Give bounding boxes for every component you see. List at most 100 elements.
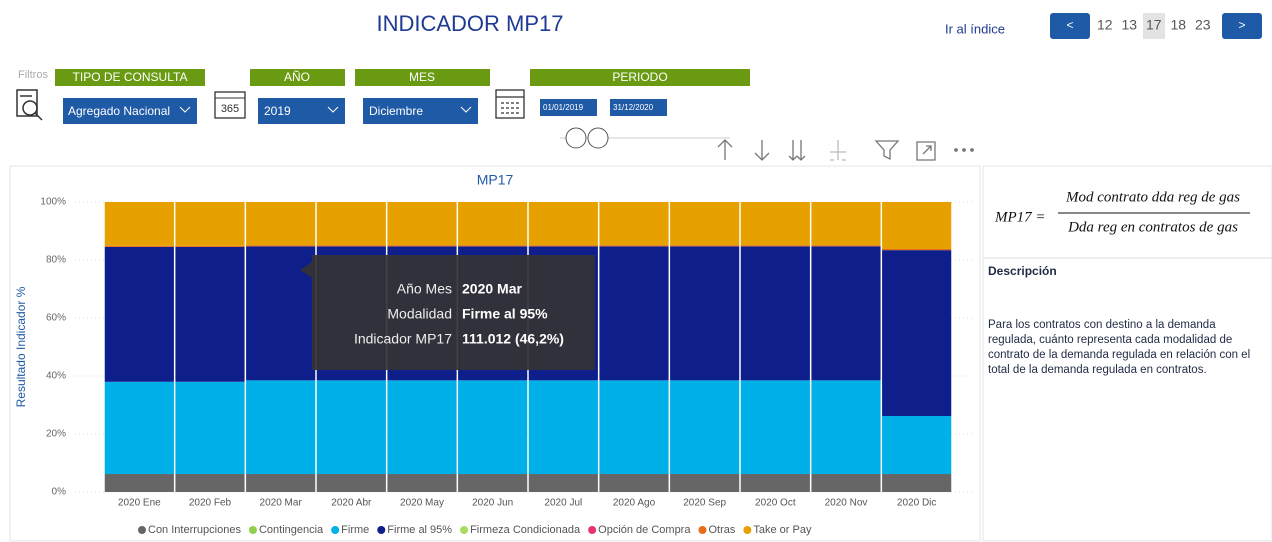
legend-marker	[588, 526, 597, 534]
dropdown-value: 2019	[264, 104, 291, 118]
bar-segment	[670, 380, 740, 475]
page-number[interactable]: 18	[1171, 17, 1187, 33]
bar-segment	[599, 380, 669, 475]
filter-header	[55, 69, 205, 86]
bar-segment	[104, 381, 174, 475]
bar-segment	[882, 416, 952, 475]
bar-segment	[740, 474, 810, 492]
title: INDICADOR MP17	[376, 11, 563, 36]
date-box[interactable]	[610, 99, 667, 116]
page-number[interactable]: 12	[1097, 17, 1113, 33]
x-tick-label: 2020 May	[400, 498, 444, 509]
bar-segment	[246, 202, 316, 246]
date-to: 31/12/2020	[613, 103, 654, 112]
filter-header-text: AÑO	[284, 70, 310, 84]
x-tick-label: 2020 Dic	[897, 498, 936, 509]
bar-segment	[528, 380, 598, 475]
x-tick-label: 2020 Nov	[825, 498, 868, 509]
chevron	[460, 106, 472, 113]
bar-segment	[175, 474, 245, 492]
page-number[interactable]: 17	[1146, 17, 1162, 33]
bar-segment	[104, 245, 174, 247]
bar-segment	[670, 245, 740, 247]
bar-segment	[316, 380, 386, 475]
page-number[interactable]: 13	[1122, 17, 1138, 33]
dropdown[interactable]	[363, 98, 478, 124]
tooltip-label: Modalidad	[387, 306, 452, 322]
bar-segment	[740, 380, 810, 475]
filter-header-text: TIPO DE CONSULTA	[73, 70, 188, 84]
filter-header	[250, 69, 345, 86]
y-tick-label: 100%	[40, 197, 66, 208]
bar-segment	[528, 245, 598, 247]
legend-marker	[377, 526, 386, 534]
date-box[interactable]	[540, 99, 597, 116]
next-label: >	[1238, 18, 1245, 32]
dropdown[interactable]	[63, 98, 197, 124]
bar-segment	[811, 474, 881, 492]
bar-segment	[528, 474, 598, 492]
next-button[interactable]	[1222, 13, 1262, 39]
tooltip-pointer	[300, 262, 312, 278]
legend-label: Take or Pay	[753, 524, 812, 536]
dropdown[interactable]	[258, 98, 345, 124]
calendar-icon	[214, 91, 246, 119]
bar-segment	[811, 202, 881, 246]
bar-segment	[811, 245, 881, 247]
chart-title: MP17	[477, 172, 514, 188]
y-axis-label: Resultado Indicador %	[14, 286, 28, 407]
legend-marker	[743, 526, 752, 534]
bar-segment	[458, 380, 528, 475]
toolbar	[717, 139, 974, 161]
bar-segment	[882, 250, 952, 417]
bar-segment	[458, 202, 528, 246]
bar-segment	[882, 202, 952, 249]
formula-denominator: Dda reg en contratos de gas	[1067, 219, 1238, 235]
filter-header-text: MES	[409, 70, 435, 84]
bar-segment	[387, 474, 457, 492]
legend-marker	[460, 526, 469, 534]
bar-segment	[670, 202, 740, 246]
y-tick-label: 20%	[46, 429, 66, 440]
bar-segment	[740, 246, 810, 381]
legend-label: Opción de Compra	[598, 524, 691, 536]
filters-label: Filtros	[18, 69, 48, 81]
index-link[interactable]: Ir al índice	[945, 21, 1005, 36]
bar-segment	[175, 246, 245, 382]
x-tick-label: 2020 Feb	[189, 498, 232, 509]
tooltip-label: Año Mes	[397, 281, 452, 297]
page-number[interactable]: 23	[1195, 17, 1211, 33]
legend-marker	[248, 526, 257, 534]
tooltip-label: Indicador MP17	[354, 331, 452, 347]
bar-segment	[387, 245, 457, 247]
legend-marker	[138, 526, 146, 534]
tooltip-value: 2020 Mar	[462, 281, 522, 297]
bar-segment	[175, 381, 245, 475]
slider-handle[interactable]	[565, 127, 587, 149]
chevron	[327, 106, 339, 113]
bar-segment	[246, 246, 316, 381]
legend-label: Con Interrupciones	[148, 524, 241, 536]
prev-button[interactable]	[1050, 13, 1090, 39]
bar-segment	[740, 245, 810, 247]
description: Para los contratos con destino a la dema…	[988, 319, 1251, 376]
legend-label: Contingencia	[259, 524, 324, 536]
tooltip	[312, 255, 595, 370]
legend-marker	[331, 526, 340, 534]
formula-lhs: MP17 =	[994, 209, 1046, 225]
bar-segment	[811, 380, 881, 475]
bar-segment	[599, 245, 669, 247]
bar-segment	[246, 245, 316, 247]
legend-marker	[698, 526, 707, 534]
x-tick-label: 2020 Jun	[472, 498, 513, 509]
slider-handle[interactable]	[587, 127, 609, 149]
bar-segment	[670, 246, 740, 381]
grid-calendar-icon	[495, 89, 525, 119]
bar-segment	[175, 245, 245, 247]
tooltip-value: 111.012 (46,2%)	[462, 331, 564, 347]
dropdown-value: Diciembre	[369, 104, 423, 118]
x-tick-label: 2020 Ene	[118, 498, 161, 509]
y-tick-label: 60%	[46, 313, 66, 324]
x-tick-label: 2020 Ago	[613, 498, 656, 509]
